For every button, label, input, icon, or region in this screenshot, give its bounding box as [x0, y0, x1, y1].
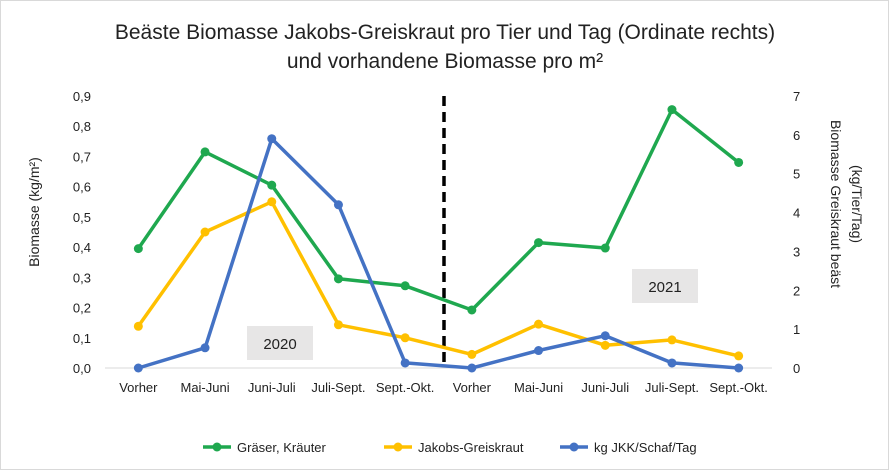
series-3 — [133, 134, 744, 373]
data-point — [333, 200, 343, 210]
x-tick-label: Vorher — [453, 380, 492, 395]
series-2 — [133, 197, 744, 361]
data-point — [200, 343, 210, 353]
y-axis-right-title-line-2: (kg/Tier/Tag) — [849, 165, 865, 243]
legend-label: Jakobs-Greiskraut — [418, 440, 524, 455]
chart-title-line-2: und vorhandene Biomasse pro m² — [287, 50, 603, 73]
y-right-tick-label: 2 — [793, 283, 800, 298]
data-point — [200, 227, 210, 237]
y-left-tick-label: 0,9 — [73, 89, 91, 104]
data-point — [600, 340, 610, 350]
data-point — [267, 134, 277, 144]
x-tick-label: Juli-Sept. — [645, 380, 699, 395]
year-label-2020-box — [247, 326, 313, 360]
legend-item: kg JKK/Schaf/Tag — [560, 440, 697, 455]
y-right-tick-label: 0 — [793, 361, 800, 376]
data-point — [667, 358, 677, 368]
x-tick-label: Vorher — [119, 380, 158, 395]
data-point — [734, 351, 744, 361]
y-right-tick-label: 5 — [793, 167, 800, 182]
y-left-tick-label: 0,6 — [73, 180, 91, 195]
x-tick-label: Sept.-Okt. — [709, 380, 768, 395]
x-tick-label: Juni-Juli — [248, 380, 296, 395]
data-point — [667, 335, 677, 345]
legend-swatch-marker — [393, 442, 403, 452]
series-line — [136, 107, 741, 312]
y-left-tick-label: 0,8 — [73, 119, 91, 134]
data-point — [200, 147, 210, 157]
data-point — [267, 197, 277, 207]
data-point — [534, 238, 544, 248]
data-point — [400, 333, 410, 343]
data-point — [400, 358, 410, 368]
data-point — [534, 346, 544, 356]
y-left-tick-label: 0,3 — [73, 270, 91, 285]
chart-title-line-1: Beäste Biomasse Jakobs-Greiskraut pro Ti… — [115, 21, 775, 44]
y-left-tick-label: 0,5 — [73, 210, 91, 225]
data-point — [467, 363, 477, 373]
year-label-2021: 2021 — [648, 279, 681, 296]
legend-swatch-marker — [212, 442, 222, 452]
data-point — [600, 243, 610, 253]
x-tick-label: Sept.-Okt. — [376, 380, 435, 395]
data-point — [467, 349, 477, 359]
legend: Gräser, Kräuter Jakobs-Greiskraut kg JKK/S… — [203, 440, 697, 455]
y-right-tick-label: 4 — [793, 206, 800, 221]
series-layer — [133, 105, 744, 373]
x-tick-label: Mai-Juni — [180, 380, 229, 395]
year-label-2021-box — [632, 269, 698, 303]
y-axis-left-ticks: 0,0 0,1 0,2 0,3 0,4 0,5 0,6 0,7 0,8 0,9 — [73, 89, 91, 376]
data-point — [734, 363, 744, 373]
legend-item: Gräser, Kräuter — [203, 440, 327, 455]
data-point — [267, 180, 277, 190]
data-point — [667, 105, 677, 115]
y-right-tick-label: 3 — [793, 244, 800, 259]
y-right-tick-label: 6 — [793, 128, 800, 143]
data-point — [600, 331, 610, 341]
y-right-tick-label: 7 — [793, 89, 800, 104]
y-axis-right-title-line-1: Biomasse Greiskraut beäst — [828, 120, 844, 288]
y-axis-left-title: Biomasse (kg/m²) — [26, 157, 42, 267]
series-line — [136, 200, 741, 358]
y-left-tick-label: 0,1 — [73, 331, 91, 346]
series-1 — [133, 105, 744, 315]
x-tick-label: Juni-Juli — [581, 380, 629, 395]
data-point — [467, 305, 477, 315]
legend-label: Gräser, Kräuter — [237, 440, 327, 455]
data-point — [534, 319, 544, 329]
legend-item: Jakobs-Greiskraut — [384, 440, 524, 455]
data-point — [333, 320, 343, 330]
y-left-tick-label: 0,4 — [73, 240, 91, 255]
x-tick-label: Juli-Sept. — [311, 380, 365, 395]
y-left-tick-label: 0,2 — [73, 301, 91, 316]
data-point — [333, 274, 343, 284]
series-line — [136, 136, 741, 370]
data-point — [133, 363, 143, 373]
y-left-tick-label: 0,7 — [73, 149, 91, 164]
y-left-tick-label: 0,0 — [73, 361, 91, 376]
x-tick-label: Mai-Juni — [514, 380, 563, 395]
year-label-2020: 2020 — [263, 336, 296, 353]
data-point — [400, 281, 410, 291]
data-point — [133, 321, 143, 331]
data-point — [133, 244, 143, 254]
y-axis-right-ticks: 0 1 2 3 4 5 6 7 — [793, 89, 800, 376]
legend-swatch-marker — [569, 442, 579, 452]
data-point — [734, 157, 744, 167]
y-right-tick-label: 1 — [793, 322, 800, 337]
x-axis-ticks: Vorher Mai-Juni Juni-Juli Juli-Sept. Sept.-O… — [119, 380, 768, 395]
legend-label: kg JKK/Schaf/Tag — [594, 440, 697, 455]
